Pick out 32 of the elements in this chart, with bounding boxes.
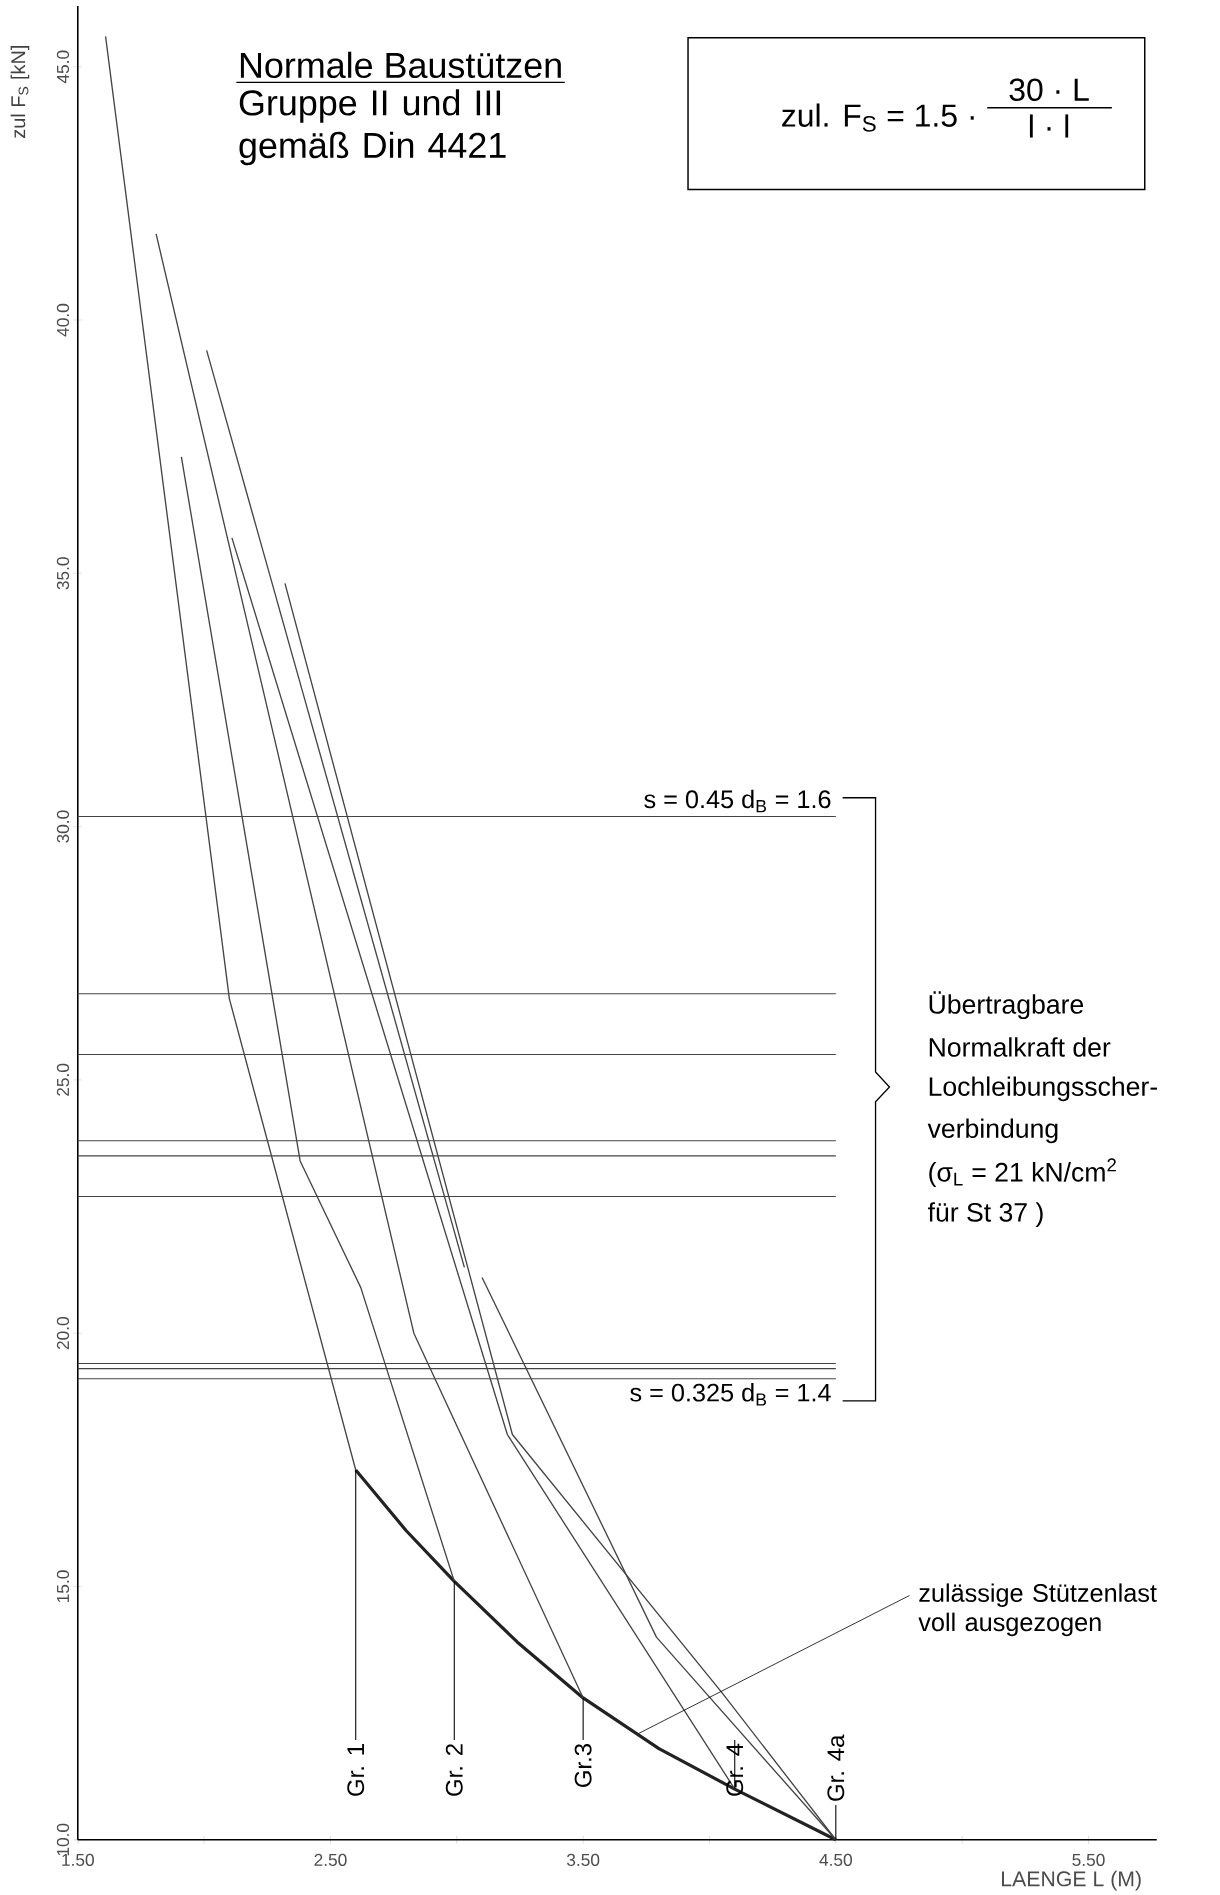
annotation: l · l: [1030, 114, 1069, 138]
annotation: Gr. 1: [347, 1744, 365, 1796]
x-axis-title: LAENGE L (M): [1002, 1870, 1141, 1891]
annotation: Gr. 4a: [827, 1734, 845, 1801]
x-tick-label: 2.50: [314, 1853, 347, 1867]
y-tick-label: 20.0: [57, 1317, 70, 1350]
x-tick-label: 4.50: [819, 1853, 853, 1867]
annotation: Gr. 4: [726, 1743, 744, 1796]
annotation: (σ$_{L}$ = 21 kN/cm$^{2}$: [929, 1158, 1117, 1187]
y-tick-label: 40.0: [57, 303, 70, 337]
x-tick-label: 3.50: [567, 1853, 600, 1867]
y-tick-label: 45.0: [57, 50, 70, 84]
text: Normale Baustützen: [241, 51, 562, 79]
annotation: für St 37 ): [928, 1202, 1043, 1228]
annotation: s = 0.45 d$_{B}$ = 1.6: [644, 789, 831, 813]
annotation: Normalkraft der: [930, 1037, 1111, 1057]
annotation: s = 0.325 d$_{B}$ = 1.4: [630, 1383, 832, 1406]
annotation: Gr. 2: [446, 1744, 463, 1796]
annotation: 30 · L: [1009, 78, 1089, 101]
annotation: verbindung: [927, 1118, 1058, 1144]
y-axis-title: zul F$_{S}$ [kN]: [10, 45, 30, 138]
text: Gruppe II und III gemäß Din 4421: [239, 89, 506, 166]
annotation: Lochleibungsscher-: [930, 1076, 1158, 1102]
y-tick-label: 15.0: [57, 1570, 70, 1602]
x-tick-label: 5.50: [1072, 1853, 1105, 1867]
annotation: Übertragbare: [929, 991, 1084, 1020]
annotation: zul. F$_{S}$ = 1.5 ·: [782, 103, 974, 132]
y-tick-label: 35.0: [57, 557, 70, 590]
y-tick-label: 30.0: [57, 810, 70, 843]
annotation: zulässige Stützenlast voll ausgezogen: [918, 1583, 1158, 1637]
y-tick-label: 25.0: [57, 1063, 70, 1096]
annotation: Gr.3: [574, 1743, 592, 1787]
